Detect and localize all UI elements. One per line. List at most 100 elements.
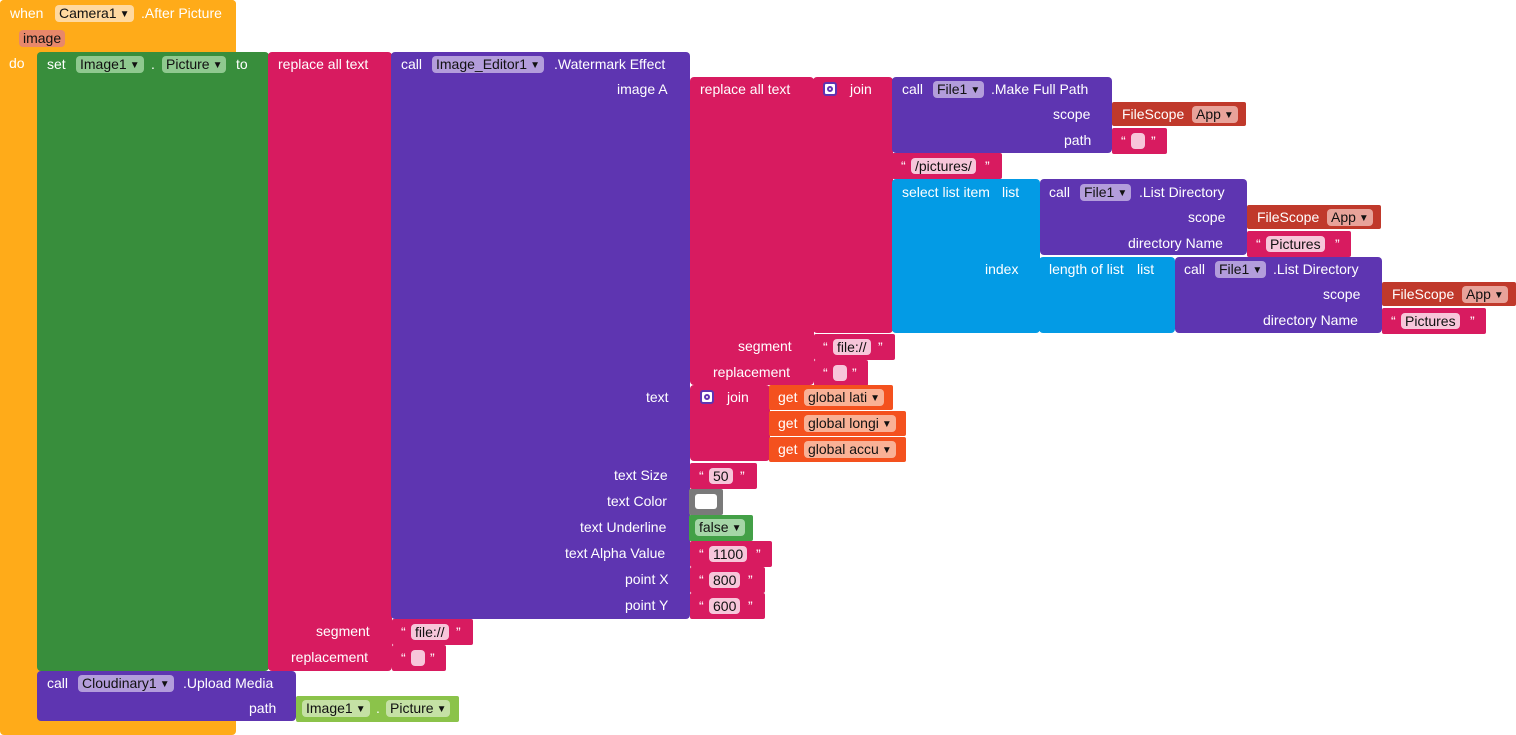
event-name-label: .After Picture xyxy=(141,5,222,21)
image-property-dropdown[interactable]: Picture ▼ xyxy=(386,700,451,717)
quote-open: “ xyxy=(699,598,704,614)
filescope-block[interactable]: FileScope App ▼ xyxy=(1247,205,1381,229)
quote-close: ” xyxy=(430,650,435,666)
listdir2-dir-value[interactable]: Pictures xyxy=(1401,313,1460,329)
color-swatch[interactable] xyxy=(695,494,717,509)
set-component-dropdown[interactable]: Image1 ▼ xyxy=(76,56,144,73)
filescope-block[interactable]: FileScope App ▼ xyxy=(1112,102,1246,126)
fullpath-path-string-block[interactable]: “ ” xyxy=(1112,128,1167,154)
set-to-label: to xyxy=(236,56,248,72)
outer-replacement-string-block[interactable]: “ ” xyxy=(392,645,446,671)
outer-replace-label: replace all text xyxy=(278,56,369,72)
outer-segment-string-block[interactable]: “ file:// ” xyxy=(392,619,473,645)
watermark-point-x-label: point X xyxy=(625,571,669,587)
listdir1-dir-string-block[interactable]: “ Pictures ” xyxy=(1247,231,1351,257)
image-picture-getter-block[interactable]: Image1 ▼ . Picture ▼ xyxy=(296,696,459,722)
pictures-path-string-block[interactable]: “ /pictures/ ” xyxy=(892,153,1002,179)
watermark-text-size-label: text Size xyxy=(614,467,668,483)
list-directory-call-block-1[interactable] xyxy=(1040,179,1247,255)
filescope-value-dropdown[interactable]: App ▼ xyxy=(1192,106,1238,123)
list-directory-call-block-2[interactable] xyxy=(1175,257,1382,333)
logic-false-block[interactable]: false ▼ xyxy=(689,515,753,541)
watermark-method-label: .Watermark Effect xyxy=(554,56,666,72)
filescope-block[interactable]: FileScope App ▼ xyxy=(1382,282,1516,306)
text-alpha-string-block[interactable]: “ 1100 ” xyxy=(690,541,772,567)
filescope-value-dropdown[interactable]: App ▼ xyxy=(1462,286,1508,303)
make-full-path-call-block[interactable] xyxy=(892,77,1112,153)
outer-segment-value[interactable]: file:// xyxy=(411,624,449,640)
quote-close: ” xyxy=(852,365,857,381)
inner-replacement-value[interactable] xyxy=(833,365,847,381)
set-property-dropdown[interactable]: Picture ▼ xyxy=(162,56,227,73)
filescope-label: FileScope xyxy=(1122,106,1185,122)
get-variable-lati[interactable]: get global lati ▼ xyxy=(769,385,893,410)
listdir2-component-dropdown[interactable]: File1 ▼ xyxy=(1215,261,1267,278)
join-label: join xyxy=(850,81,872,97)
listdir2-dir-string-block[interactable]: “ Pictures ” xyxy=(1382,308,1486,334)
filescope-label: FileScope xyxy=(1392,286,1455,302)
color-white-block[interactable] xyxy=(689,489,723,515)
set-image-picture-block[interactable] xyxy=(37,52,269,671)
inner-replace-all-text-block[interactable] xyxy=(690,77,814,385)
quote-open: “ xyxy=(699,572,704,588)
fullpath-path-label: path xyxy=(1064,132,1092,148)
filescope-value-dropdown[interactable]: App ▼ xyxy=(1327,209,1373,226)
text-size-string-block[interactable]: “ 50 ” xyxy=(690,463,757,489)
quote-open: “ xyxy=(699,468,704,484)
filescope-value: App xyxy=(1196,106,1221,122)
get-label: get xyxy=(778,441,798,457)
variable-name: global lati xyxy=(808,389,868,405)
watermark-point-y-label: point Y xyxy=(625,597,669,613)
fullpath-component-dropdown[interactable]: File1 ▼ xyxy=(933,81,985,98)
logic-false-dropdown[interactable]: false ▼ xyxy=(695,519,746,536)
point-y-string-block[interactable]: “ 600 ” xyxy=(690,593,765,619)
get-variable-accu[interactable]: get global accu ▼ xyxy=(769,437,906,462)
upload-component-name: Cloudinary1 xyxy=(82,675,157,691)
quote-close: ” xyxy=(1470,313,1475,329)
select-list-label: list xyxy=(1002,184,1020,200)
quote-close: ” xyxy=(748,598,753,614)
length-of-list-block[interactable] xyxy=(1039,257,1175,333)
variable-dropdown[interactable]: global longi ▼ xyxy=(804,415,896,432)
watermark-component-dropdown[interactable]: Image_Editor1 ▼ xyxy=(432,56,544,73)
listdir1-dir-value[interactable]: Pictures xyxy=(1266,236,1325,252)
pictures-path-value[interactable]: /pictures/ xyxy=(911,158,976,174)
mutator-gear-icon[interactable] xyxy=(700,390,714,404)
select-list-item-block[interactable] xyxy=(892,179,1040,333)
outer-replacement-label: replacement xyxy=(291,649,369,665)
variable-dropdown[interactable]: global lati ▼ xyxy=(804,389,885,406)
event-param-image[interactable]: image xyxy=(19,30,66,47)
quote-open: “ xyxy=(1256,236,1261,252)
upload-path-label: path xyxy=(249,700,277,716)
event-component-dropdown[interactable]: Camera1 ▼ xyxy=(55,5,134,22)
inner-replacement-label: replacement xyxy=(713,364,791,380)
watermark-effect-call-block[interactable] xyxy=(391,52,690,619)
point-x-value[interactable]: 800 xyxy=(709,572,741,588)
text-alpha-value[interactable]: 1100 xyxy=(709,546,748,562)
get-variable-longi[interactable]: get global longi ▼ xyxy=(769,411,906,436)
outer-replacement-value[interactable] xyxy=(411,650,425,666)
image-component-dropdown[interactable]: Image1 ▼ xyxy=(302,700,370,717)
point-y-value[interactable]: 600 xyxy=(709,598,741,614)
upload-component-dropdown[interactable]: Cloudinary1 ▼ xyxy=(78,675,174,692)
variable-dropdown[interactable]: global accu ▼ xyxy=(804,441,896,458)
join-block-path[interactable] xyxy=(813,77,893,333)
text-size-value[interactable]: 50 xyxy=(709,468,733,484)
listdir1-scope-label: scope xyxy=(1188,209,1226,225)
dropdown-caret-icon: ▼ xyxy=(1252,265,1263,276)
getter-dot: . xyxy=(376,700,380,716)
quote-close: ” xyxy=(740,468,745,484)
inner-segment-value[interactable]: file:// xyxy=(833,339,871,355)
inner-replacement-string-block[interactable]: “ ” xyxy=(814,360,868,386)
outer-replace-all-text-block[interactable] xyxy=(268,52,392,671)
mutator-gear-icon[interactable] xyxy=(823,82,837,96)
quote-open: “ xyxy=(699,546,704,562)
listdir2-call-label: call xyxy=(1184,261,1206,277)
set-dot: . xyxy=(151,56,155,72)
inner-segment-string-block[interactable]: “ file:// ” xyxy=(814,334,895,360)
listdir1-component-dropdown[interactable]: File1 ▼ xyxy=(1080,184,1132,201)
fullpath-path-value[interactable] xyxy=(1131,133,1145,149)
dropdown-caret-icon: ▼ xyxy=(970,85,981,96)
dropdown-caret-icon: ▼ xyxy=(881,419,892,430)
point-x-string-block[interactable]: “ 800 ” xyxy=(690,567,765,593)
